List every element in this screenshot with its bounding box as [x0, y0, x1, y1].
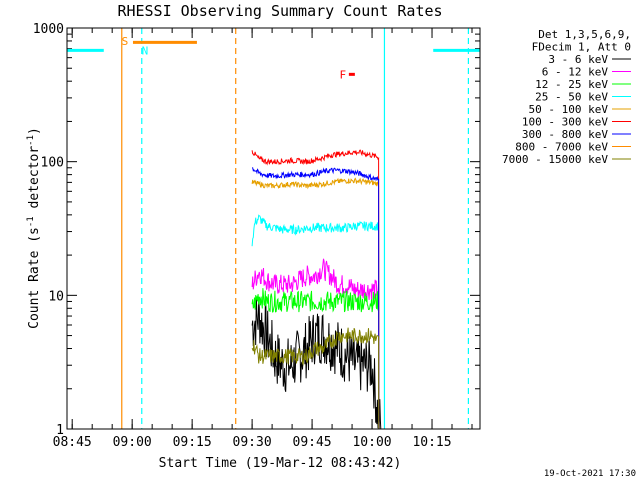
x-tick-label: 09:15: [173, 435, 212, 450]
y-tick-label: 10: [48, 289, 64, 304]
x-tick-label: 10:15: [412, 435, 451, 450]
series-line: [251, 327, 380, 429]
x-tick-label: 09:30: [233, 435, 272, 450]
legend-label: 12 - 25 keV: [535, 78, 608, 91]
legend-label: 800 - 7000 keV: [515, 141, 608, 154]
plot-area: SN F: [67, 28, 480, 429]
series-line: [251, 214, 380, 429]
x-tick-label: 08:45: [53, 435, 92, 450]
status-bars: [67, 40, 480, 76]
annotation-label: S: [122, 35, 129, 48]
legend-label: 100 - 300 keV: [522, 116, 608, 129]
legend: Det 1,3,5,6,9,FDecim 1, Att 03 - 6 keV6 …: [502, 28, 631, 166]
series-lines: [251, 149, 382, 429]
series-line: [251, 258, 380, 429]
plot-frame: [66, 27, 481, 430]
series-line: [251, 149, 380, 429]
series-line: [251, 177, 380, 429]
y-tick-label: 1: [56, 423, 64, 438]
legend-label: 300 - 800 keV: [522, 128, 608, 141]
series-line: [251, 288, 380, 429]
y-tick-labels: 1 10 100 1000: [33, 22, 64, 438]
legend-label: 25 - 50 keV: [535, 91, 608, 104]
x-tick-label: 09:45: [293, 435, 332, 450]
y-tick-label: 100: [41, 156, 64, 171]
x-axis-label: Start Time (19-Mar-12 08:43:42): [159, 456, 402, 471]
legend-header: Det 1,3,5,6,9,: [538, 28, 631, 41]
legend-label: 7000 - 15000 keV: [502, 153, 608, 166]
x-tick-label: 09:00: [113, 435, 152, 450]
vertical-markers: [121, 28, 470, 429]
annotation-label: F: [340, 68, 347, 81]
series-line: [252, 167, 380, 429]
legend-label: 6 - 12 keV: [542, 66, 609, 79]
x-tick-labels: 08:45 09:00 09:15 09:30 09:45 10:00 10:15: [53, 435, 452, 450]
chart-title: RHESSI Observing Summary Count Rates: [117, 2, 442, 20]
annotations: SN F: [122, 35, 347, 81]
y-axis-label: Count Rate (s-1 detector-1): [26, 127, 42, 329]
footer-timestamp: 19-Oct-2021 17:30: [544, 469, 636, 479]
legend-header: FDecim 1, Att 0: [532, 41, 631, 54]
legend-label: 3 - 6 keV: [548, 53, 608, 66]
legend-label: 50 - 100 keV: [529, 103, 609, 116]
x-tick-label: 10:00: [352, 435, 391, 450]
annotation-label: N: [142, 44, 149, 57]
axis-ticks: [67, 27, 480, 430]
y-tick-label: 1000: [33, 22, 64, 37]
